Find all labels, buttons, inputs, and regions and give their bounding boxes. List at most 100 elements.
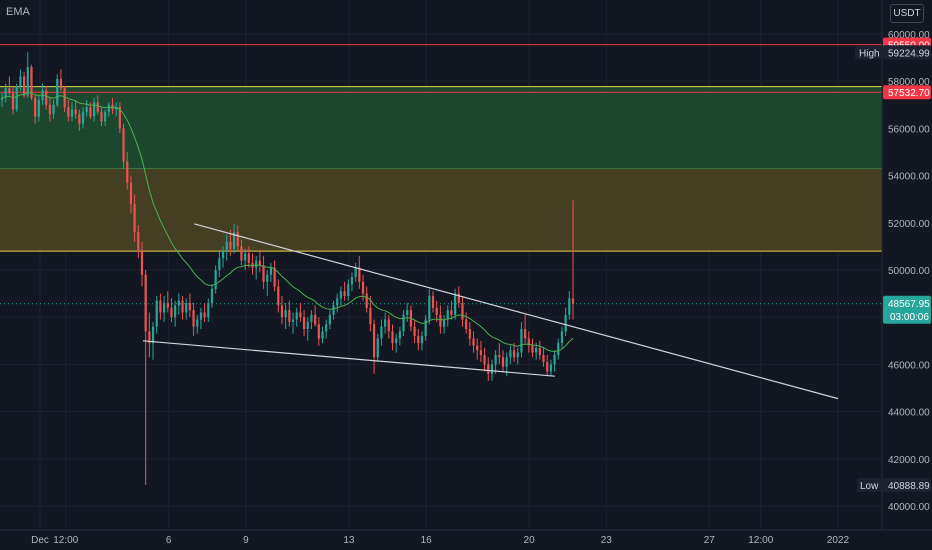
high-tag-badge bbox=[855, 45, 882, 60]
candle-body bbox=[542, 354, 545, 363]
price-tick-label: 44000.00 bbox=[888, 408, 930, 419]
candle-body bbox=[420, 336, 424, 344]
grid bbox=[0, 0, 882, 530]
high-value: 59224.99 bbox=[888, 48, 930, 59]
candle-body bbox=[247, 253, 250, 263]
low-value: 40888.89 bbox=[888, 481, 930, 492]
candle-body bbox=[465, 319, 468, 329]
candle-body bbox=[199, 312, 203, 320]
time-axis: Dec 12:00 6 9 13 16 20 23 27 12:00 2022 bbox=[0, 529, 932, 546]
time-tick-label: 12:00 bbox=[53, 535, 78, 546]
candle-body bbox=[22, 76, 26, 96]
candle-body bbox=[96, 102, 99, 112]
candle-body bbox=[151, 326, 155, 344]
candle-body bbox=[70, 109, 74, 117]
candle-body bbox=[358, 267, 361, 282]
candle-body bbox=[48, 104, 51, 115]
candle-body bbox=[0, 97, 4, 101]
level-badge bbox=[883, 85, 931, 100]
candle-body bbox=[269, 267, 273, 275]
candle-body bbox=[314, 314, 317, 325]
candle-body bbox=[78, 114, 81, 124]
candle-body bbox=[553, 354, 556, 365]
price-tick-label: 40000.00 bbox=[888, 502, 930, 513]
price-tick-label: 58000.00 bbox=[888, 77, 930, 88]
low-value-badge bbox=[883, 478, 931, 493]
candle-body bbox=[218, 258, 221, 270]
candles bbox=[0, 52, 575, 486]
candle-body bbox=[461, 303, 464, 320]
candle-body bbox=[258, 260, 261, 266]
time-tick-label: 27 bbox=[704, 535, 716, 546]
time-tick-label: 23 bbox=[601, 535, 613, 546]
candle-body bbox=[262, 265, 265, 282]
candle-body bbox=[210, 288, 214, 304]
candle-body bbox=[395, 338, 398, 344]
candle-body bbox=[328, 314, 331, 325]
candle-body bbox=[505, 357, 508, 367]
candle-body bbox=[162, 303, 166, 313]
time-tick-label: 2022 bbox=[827, 535, 850, 546]
candle-body bbox=[372, 324, 376, 358]
candle-body bbox=[295, 312, 298, 320]
current-price-value: 48567.95 bbox=[888, 299, 930, 310]
candle-body bbox=[236, 232, 239, 247]
price-tick-label: 46000.00 bbox=[888, 360, 930, 371]
candle-body bbox=[384, 319, 387, 327]
candle-body bbox=[221, 251, 225, 259]
candle-body bbox=[413, 326, 416, 337]
candle-body bbox=[155, 300, 158, 327]
wedge-upper-trendline bbox=[194, 223, 839, 400]
candle-body bbox=[317, 324, 320, 339]
candle-body bbox=[4, 88, 7, 98]
candle-body bbox=[67, 107, 70, 117]
candle-body bbox=[244, 253, 247, 261]
level-value: 57532.70 bbox=[888, 88, 930, 99]
price-tick-label: 50000.00 bbox=[888, 266, 930, 277]
ema-indicator-label[interactable]: EMA bbox=[6, 6, 30, 18]
candle-body bbox=[487, 364, 490, 374]
time-tick-label: 20 bbox=[524, 535, 536, 546]
candle-body bbox=[571, 298, 575, 304]
candle-body bbox=[512, 350, 516, 358]
candle-body bbox=[140, 251, 144, 275]
candle-body bbox=[387, 319, 390, 332]
candle-body bbox=[122, 128, 125, 162]
candle-body bbox=[380, 326, 383, 339]
candle-body bbox=[181, 300, 184, 313]
candle-body bbox=[63, 88, 66, 108]
candle-body bbox=[354, 267, 357, 278]
candle-body bbox=[365, 293, 368, 308]
candle-body bbox=[26, 67, 29, 96]
candle-body bbox=[325, 324, 328, 332]
price-axis: 40000.0042000.0044000.0046000.0048000.00… bbox=[881, 0, 930, 530]
candle-body bbox=[52, 104, 55, 115]
currency-selector[interactable]: USDT bbox=[890, 4, 924, 23]
candle-body bbox=[100, 111, 103, 122]
ema-line bbox=[1, 91, 574, 353]
candle-body bbox=[196, 319, 199, 327]
candle-body bbox=[376, 338, 379, 358]
candle-body bbox=[299, 312, 302, 318]
candle-body bbox=[19, 76, 22, 86]
candle-body bbox=[527, 338, 530, 346]
candle-body bbox=[284, 310, 287, 318]
candle-body bbox=[207, 303, 210, 318]
candle-body bbox=[306, 321, 309, 329]
wedge-lower-trendline bbox=[142, 340, 555, 377]
candle-body bbox=[85, 107, 88, 112]
candle-body bbox=[332, 305, 335, 315]
candle-body bbox=[188, 303, 191, 311]
candle-body bbox=[454, 293, 457, 315]
candle-body bbox=[129, 182, 133, 204]
candle-body bbox=[350, 277, 354, 285]
candle-body bbox=[166, 303, 169, 308]
candle-body bbox=[468, 329, 471, 339]
candle-body bbox=[229, 241, 232, 249]
candle-body bbox=[137, 232, 140, 252]
low-tag-badge bbox=[857, 478, 882, 493]
candle-body bbox=[361, 281, 365, 294]
candle-body bbox=[59, 78, 63, 89]
candle-body bbox=[479, 350, 483, 355]
